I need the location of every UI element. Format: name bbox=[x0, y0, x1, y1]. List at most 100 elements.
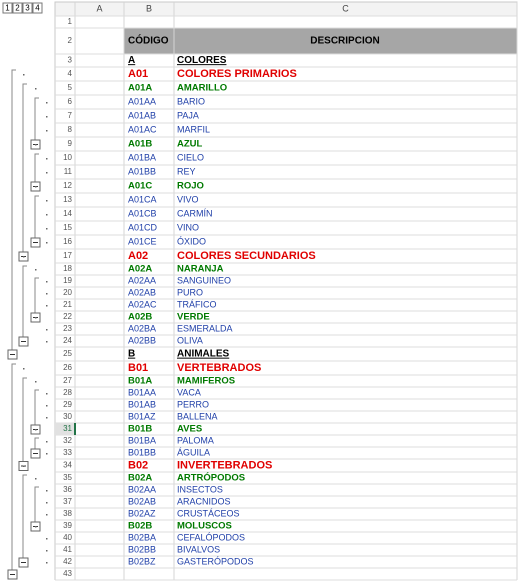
outline-dot bbox=[35, 317, 37, 319]
cell-code: A01CE bbox=[128, 236, 157, 246]
cell-description: BIVALVOS bbox=[177, 544, 220, 554]
row-number: 18 bbox=[63, 264, 72, 273]
cell-code: B02BB bbox=[128, 544, 156, 554]
row-number: 5 bbox=[68, 83, 73, 92]
cell-code: B02B bbox=[128, 521, 152, 532]
outline-level-button[interactable] bbox=[22, 2, 33, 14]
cell-code: A01CD bbox=[128, 222, 158, 232]
cell-description: INVERTEBRADOS bbox=[177, 459, 272, 471]
outline-dot bbox=[46, 550, 48, 552]
outline-dot bbox=[46, 116, 48, 118]
row-number: 26 bbox=[63, 363, 72, 372]
outline-level-button[interactable] bbox=[12, 2, 23, 14]
outline-dot bbox=[46, 405, 48, 407]
row-number: 29 bbox=[63, 400, 72, 409]
outline-dot bbox=[35, 429, 37, 431]
row-number: 20 bbox=[63, 288, 72, 297]
cell-code: A01CA bbox=[128, 194, 157, 204]
cell-description: COLORES PRIMARIOS bbox=[177, 68, 297, 80]
cell-code: A01BA bbox=[128, 152, 156, 162]
outline-bracket bbox=[22, 265, 27, 337]
row-number: 39 bbox=[63, 521, 72, 530]
outline-bracket bbox=[22, 83, 27, 252]
row-number: 6 bbox=[68, 97, 73, 106]
cell-description: AZUL bbox=[177, 139, 203, 150]
outline-dot bbox=[23, 256, 25, 258]
cell-description: PURO bbox=[177, 287, 203, 297]
cell-code: A02B bbox=[128, 312, 152, 323]
cell-code: A02AA bbox=[128, 275, 156, 285]
row-number: 42 bbox=[63, 557, 72, 566]
cell-code: A01AC bbox=[128, 124, 157, 134]
outline-dot bbox=[35, 88, 37, 90]
cell-description: REY bbox=[177, 166, 196, 176]
outline-level-button[interactable] bbox=[2, 2, 13, 14]
cell-description: VACA bbox=[177, 387, 201, 397]
row-number: 38 bbox=[63, 509, 72, 518]
outline-dot bbox=[46, 441, 48, 443]
cell-code: B01AZ bbox=[128, 411, 156, 421]
row-number: 37 bbox=[63, 497, 72, 506]
outline-dot bbox=[46, 514, 48, 516]
cell-description: COLORES SECUNDARIOS bbox=[177, 250, 316, 262]
cell-description: MAMIFEROS bbox=[177, 376, 235, 387]
outline-dot bbox=[35, 526, 37, 528]
row-number: 2 bbox=[68, 36, 73, 45]
outline-dot bbox=[46, 329, 48, 331]
row-number: 25 bbox=[63, 349, 72, 358]
cell-description: ARACNIDOS bbox=[177, 496, 231, 506]
outline-level-button[interactable] bbox=[32, 2, 43, 14]
outline-dot bbox=[46, 130, 48, 132]
cell-code: A02AC bbox=[128, 299, 157, 309]
cell-code: B02AA bbox=[128, 484, 156, 494]
cell-description: MOLUSCOS bbox=[177, 521, 232, 532]
cell-code: A02A bbox=[128, 264, 152, 275]
row-number: 3 bbox=[68, 56, 73, 65]
cell-description: VIVO bbox=[177, 194, 199, 204]
cell-code: B01AB bbox=[128, 399, 156, 409]
cell-description: VERDE bbox=[177, 312, 210, 323]
cell-description: AMARILLO bbox=[177, 83, 227, 94]
cell-description: ÁGUILA bbox=[177, 447, 210, 457]
cell-description: PERRO bbox=[177, 399, 209, 409]
row-number: 1 bbox=[68, 17, 73, 26]
cell-description: ANIMALES bbox=[177, 349, 230, 360]
cell-description: AVES bbox=[177, 424, 202, 435]
outline-dot bbox=[46, 200, 48, 202]
row-number: 43 bbox=[63, 569, 72, 578]
outline-dot bbox=[46, 490, 48, 492]
row-number: 8 bbox=[68, 125, 73, 134]
row-number: 13 bbox=[63, 195, 72, 204]
column-header: C bbox=[342, 3, 349, 13]
outline-dot bbox=[23, 74, 25, 76]
row-number: 35 bbox=[63, 473, 72, 482]
outline-bracket bbox=[22, 474, 27, 558]
cell-description: INSECTOS bbox=[177, 484, 223, 494]
row-number: 32 bbox=[63, 436, 72, 445]
cell-description: BARIO bbox=[177, 96, 205, 106]
cell-description: VINO bbox=[177, 222, 199, 232]
row-number: 15 bbox=[63, 223, 72, 232]
cell-code: B02AB bbox=[128, 496, 156, 506]
outline-dot bbox=[46, 538, 48, 540]
selected-row-header bbox=[55, 423, 75, 435]
cell-description: CEFALÓPODOS bbox=[177, 532, 245, 542]
row-number: 30 bbox=[63, 412, 72, 421]
row-number: 23 bbox=[63, 324, 72, 333]
outline-dot bbox=[35, 144, 37, 146]
cell-code: A bbox=[128, 55, 135, 66]
outline-dot bbox=[46, 242, 48, 244]
outline-bracket bbox=[34, 195, 39, 238]
row-number: 12 bbox=[63, 181, 72, 190]
cell-description: GASTERÓPODOS bbox=[177, 556, 254, 566]
cell-description: ROJO bbox=[177, 181, 204, 192]
cell-code: B01 bbox=[128, 362, 148, 374]
cell-code: A01A bbox=[128, 83, 152, 94]
outline-dot bbox=[35, 186, 37, 188]
outline-bracket bbox=[34, 437, 39, 449]
cell-code: B bbox=[128, 349, 135, 360]
row-number: 7 bbox=[68, 111, 73, 120]
outline-dot bbox=[46, 102, 48, 104]
